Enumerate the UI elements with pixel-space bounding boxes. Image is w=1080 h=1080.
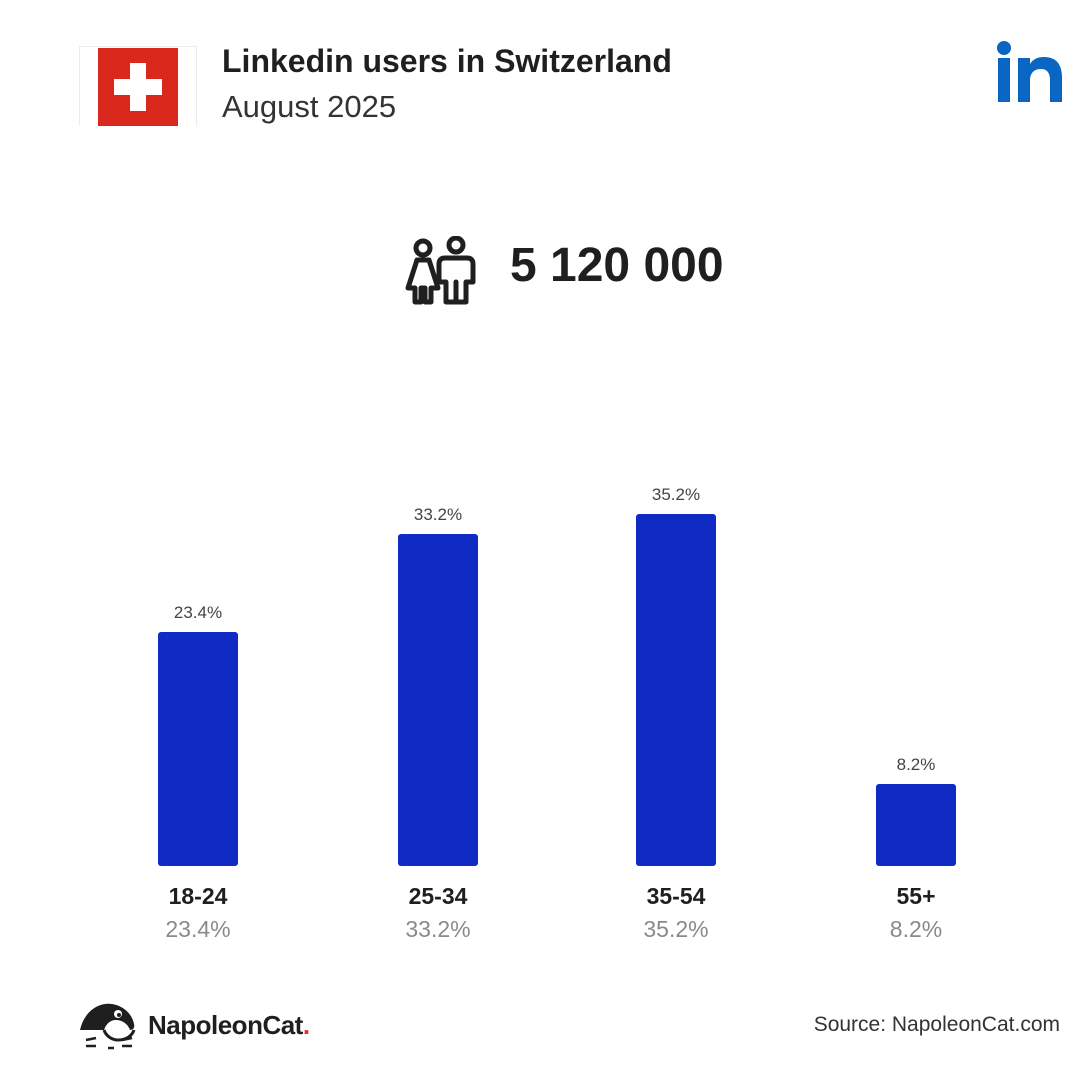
napoleoncat-logo-icon (78, 1000, 138, 1057)
bar-data-label: 8.2% (897, 755, 936, 774)
bar-18-24 (158, 632, 238, 866)
category-label: 35-54 (646, 883, 706, 909)
category-value: 35.2% (643, 916, 709, 942)
page-subtitle: August 2025 (222, 89, 397, 124)
source-credit: Source: NapoleonCat.com (813, 1013, 1060, 1036)
category-value: 23.4% (165, 916, 231, 942)
brand-dot: . (302, 1010, 310, 1040)
bar-35-54 (636, 514, 716, 866)
category-value: 33.2% (405, 916, 471, 942)
category-label: 55+ (896, 883, 936, 909)
bar-data-label: 33.2% (414, 505, 462, 524)
bar-55+ (876, 784, 956, 866)
users-icon (405, 235, 477, 311)
linkedin-logo-icon (996, 40, 1066, 106)
bar-25-34 (398, 534, 478, 866)
bar-data-label: 23.4% (174, 603, 222, 622)
category-value: 8.2% (889, 916, 943, 942)
total-users-value: 5 120 000 (510, 239, 724, 292)
page-title: Linkedin users in Switzerland (222, 43, 672, 79)
category-label: 25-34 (408, 883, 468, 909)
swiss-flag-icon (79, 46, 197, 126)
age-distribution-chart: 23.4% 33.2% 35.2% 8.2% (158, 485, 956, 866)
brand-name: NapoleonCat. (148, 1010, 310, 1041)
bar-data-label: 35.2% (652, 485, 700, 504)
brand-name-text: NapoleonCat (148, 1010, 303, 1040)
category-label: 18-24 (168, 883, 228, 909)
